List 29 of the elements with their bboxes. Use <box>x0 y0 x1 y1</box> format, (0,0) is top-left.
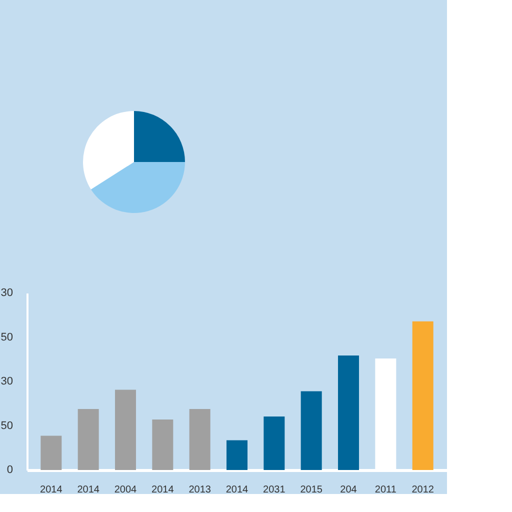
bar <box>412 321 434 470</box>
bar <box>300 391 322 470</box>
x-tick-label: 2031 <box>263 484 286 496</box>
pie-slice <box>90 162 185 213</box>
pie-slice <box>134 111 185 162</box>
bar <box>40 436 62 470</box>
x-tick-label: 2014 <box>152 484 174 496</box>
text: 30 <box>0 287 13 299</box>
x-tick-label: 2011 <box>374 484 397 496</box>
bar <box>114 390 136 470</box>
bar <box>264 416 285 470</box>
bar <box>78 409 99 470</box>
bar <box>189 409 210 470</box>
text: 50 <box>0 420 13 432</box>
x-tick-label: 204 <box>340 484 358 496</box>
x-tick-label: 2012 <box>412 484 434 496</box>
bar <box>226 440 248 470</box>
text: 50 <box>0 331 13 344</box>
x-tick-label: 2014 <box>226 484 249 496</box>
x-tick-label: 2014 <box>40 484 63 496</box>
x-tick-label: 2013 <box>188 484 212 496</box>
text: 30 <box>0 376 13 388</box>
pie-slice <box>83 111 134 190</box>
x-tick-label: 2015 <box>300 484 323 496</box>
x-tick-label: 2004 <box>114 484 138 496</box>
text: 0 <box>6 464 13 476</box>
x-tick-label: 2014 <box>77 484 100 496</box>
bar <box>152 419 174 470</box>
bar <box>338 356 360 470</box>
